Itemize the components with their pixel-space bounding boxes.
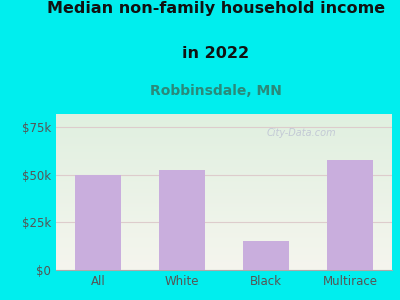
Bar xyxy=(159,170,205,270)
Text: Median non-family household income: Median non-family household income xyxy=(47,2,385,16)
Bar xyxy=(243,242,289,270)
Text: in 2022: in 2022 xyxy=(182,46,250,62)
Text: Robbinsdale, MN: Robbinsdale, MN xyxy=(150,84,282,98)
Bar xyxy=(75,175,121,270)
Bar xyxy=(327,160,373,270)
Text: City-Data.com: City-Data.com xyxy=(266,128,336,138)
